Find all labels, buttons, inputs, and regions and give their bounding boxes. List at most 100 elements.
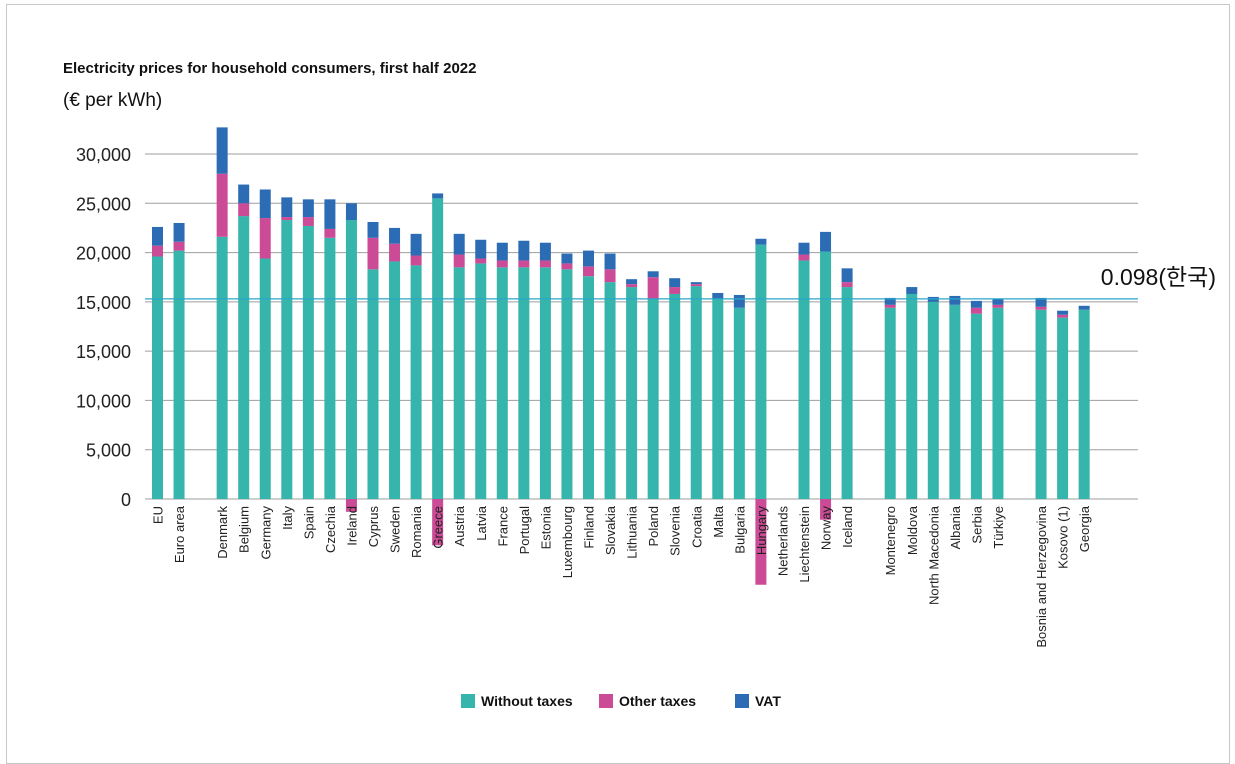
bar-segment-vat xyxy=(884,297,896,305)
bar-segment-other-taxes xyxy=(496,260,508,268)
x-tick-label: Bosnia and Herzegovina xyxy=(1034,505,1049,647)
x-tick-label: North Macedonia xyxy=(926,505,941,605)
bar-segment-without-taxes xyxy=(992,307,1004,499)
x-tick-label: Moldova xyxy=(905,505,920,555)
x-tick-label: Finland xyxy=(582,506,597,549)
bar-segment-vat xyxy=(906,287,918,294)
bar-segment-without-taxes xyxy=(281,220,293,500)
y-tick-label: 30,000 xyxy=(76,145,131,165)
x-tick-label: Luxembourg xyxy=(560,506,575,578)
bar-segment-other-taxes xyxy=(281,217,293,221)
bar-segment-without-taxes xyxy=(820,251,832,499)
bar-segment-vat xyxy=(259,189,271,219)
bar-segment-other-taxes xyxy=(432,499,444,546)
bar-segment-other-taxes xyxy=(992,304,1004,308)
bar-segment-other-taxes xyxy=(238,203,250,217)
legend: Without taxes Other taxes VAT xyxy=(0,691,1235,713)
bar-segment-vat xyxy=(841,268,853,283)
bar-segment-vat xyxy=(669,278,681,288)
bar-segment-vat xyxy=(992,298,1004,305)
x-tick-label: Kosovo (1) xyxy=(1056,506,1071,569)
x-tick-label: Lithuania xyxy=(625,505,640,559)
x-tick-label: Denmark xyxy=(215,506,230,559)
x-tick-label: Romania xyxy=(409,505,424,558)
bar-segment-without-taxes xyxy=(733,307,745,499)
bar-segment-other-taxes xyxy=(884,304,896,308)
chart-title: Electricity prices for household consume… xyxy=(63,60,477,77)
bar-segment-without-taxes xyxy=(906,293,918,499)
bar-segment-without-taxes xyxy=(561,269,573,499)
bar-segment-without-taxes xyxy=(669,293,681,499)
x-tick-label: Liechtenstein xyxy=(797,506,812,583)
x-tick-label: Montenegro xyxy=(883,506,898,575)
bar-segment-other-taxes xyxy=(475,258,487,264)
bar-segment-without-taxes xyxy=(583,276,594,499)
bar-segment-vat xyxy=(238,184,250,204)
y-tick-label: 15,000 xyxy=(76,293,131,313)
bar-segment-other-taxes xyxy=(583,266,594,277)
bar-segment-without-taxes xyxy=(884,307,896,499)
bar-segment-other-taxes xyxy=(302,217,314,226)
bar-segment-vat xyxy=(539,242,551,261)
x-tick-label: Belgium xyxy=(237,506,252,553)
x-tick-label: Germany xyxy=(258,506,273,560)
bar-segment-vat xyxy=(432,193,444,199)
x-tick-label: Italy xyxy=(280,506,295,530)
bar-segment-other-taxes xyxy=(626,284,638,288)
x-tick-label: Serbia xyxy=(969,505,984,543)
bar-segment-without-taxes xyxy=(216,236,228,500)
bar-segment-vat xyxy=(970,300,982,308)
bar-segment-other-taxes xyxy=(1035,306,1047,310)
bar-segment-without-taxes xyxy=(453,267,465,499)
legend-swatch-without-taxes xyxy=(461,694,475,708)
bar-segment-vat xyxy=(324,199,336,229)
bar-segment-vat xyxy=(302,199,314,218)
bar-segment-without-taxes xyxy=(389,261,401,499)
legend-label-other-taxes: Other taxes xyxy=(619,693,697,709)
x-tick-label: Estonia xyxy=(538,505,553,549)
x-tick-label: Ireland xyxy=(344,506,359,546)
bar-segment-vat xyxy=(173,223,185,242)
legend-item-without-taxes: Without taxes xyxy=(461,691,573,711)
x-tick-label: Austria xyxy=(452,505,467,546)
bar-segment-vat xyxy=(733,294,745,308)
bar-segment-vat xyxy=(583,250,594,267)
bar-segment-vat xyxy=(798,242,810,255)
x-tick-label: Slovenia xyxy=(668,505,683,556)
bar-segment-without-taxes xyxy=(238,216,250,499)
bar-segment-without-taxes xyxy=(841,287,853,499)
bar-segment-other-taxes xyxy=(561,263,573,270)
bar-segment-other-taxes xyxy=(1057,314,1069,318)
y-tick-label: 5,000 xyxy=(86,441,131,461)
bar-segment-vat xyxy=(626,279,638,285)
x-tick-label: Spain xyxy=(301,506,316,539)
bar-segment-without-taxes xyxy=(604,282,616,499)
bar-segment-without-taxes xyxy=(367,269,379,499)
x-tick-label: EU xyxy=(151,506,166,524)
bar-segment-without-taxes xyxy=(626,287,638,499)
bar-segment-without-taxes xyxy=(755,244,767,499)
bar-segment-vat xyxy=(1057,310,1069,315)
x-tick-label: France xyxy=(495,506,510,546)
x-tick-label: Iceland xyxy=(840,506,855,548)
bar-segment-other-taxes xyxy=(216,173,228,237)
bar-segment-without-taxes xyxy=(152,256,163,499)
bar-segment-without-taxes xyxy=(1078,309,1090,499)
y-tick-label: 0 xyxy=(121,490,131,510)
x-tick-label: Euro area xyxy=(172,505,187,563)
bar-segment-other-taxes xyxy=(518,260,530,268)
bar-segment-other-taxes xyxy=(367,237,379,270)
x-tick-label: Georgia xyxy=(1077,505,1092,552)
x-tick-label: Netherlands xyxy=(775,506,790,577)
bar-segment-without-taxes xyxy=(690,286,702,499)
x-tick-label: Greece xyxy=(431,506,446,549)
bar-segment-other-taxes xyxy=(453,254,465,268)
bar-segment-vat xyxy=(496,242,508,261)
x-tick-label: Cyprus xyxy=(366,506,381,548)
bar-segment-vat xyxy=(1035,297,1047,307)
legend-item-vat: VAT xyxy=(735,691,781,711)
bar-segment-vat xyxy=(518,240,530,261)
bar-segment-without-taxes xyxy=(259,258,271,499)
bar-segment-without-taxes xyxy=(1035,309,1047,499)
bar-segment-other-taxes xyxy=(345,499,357,512)
